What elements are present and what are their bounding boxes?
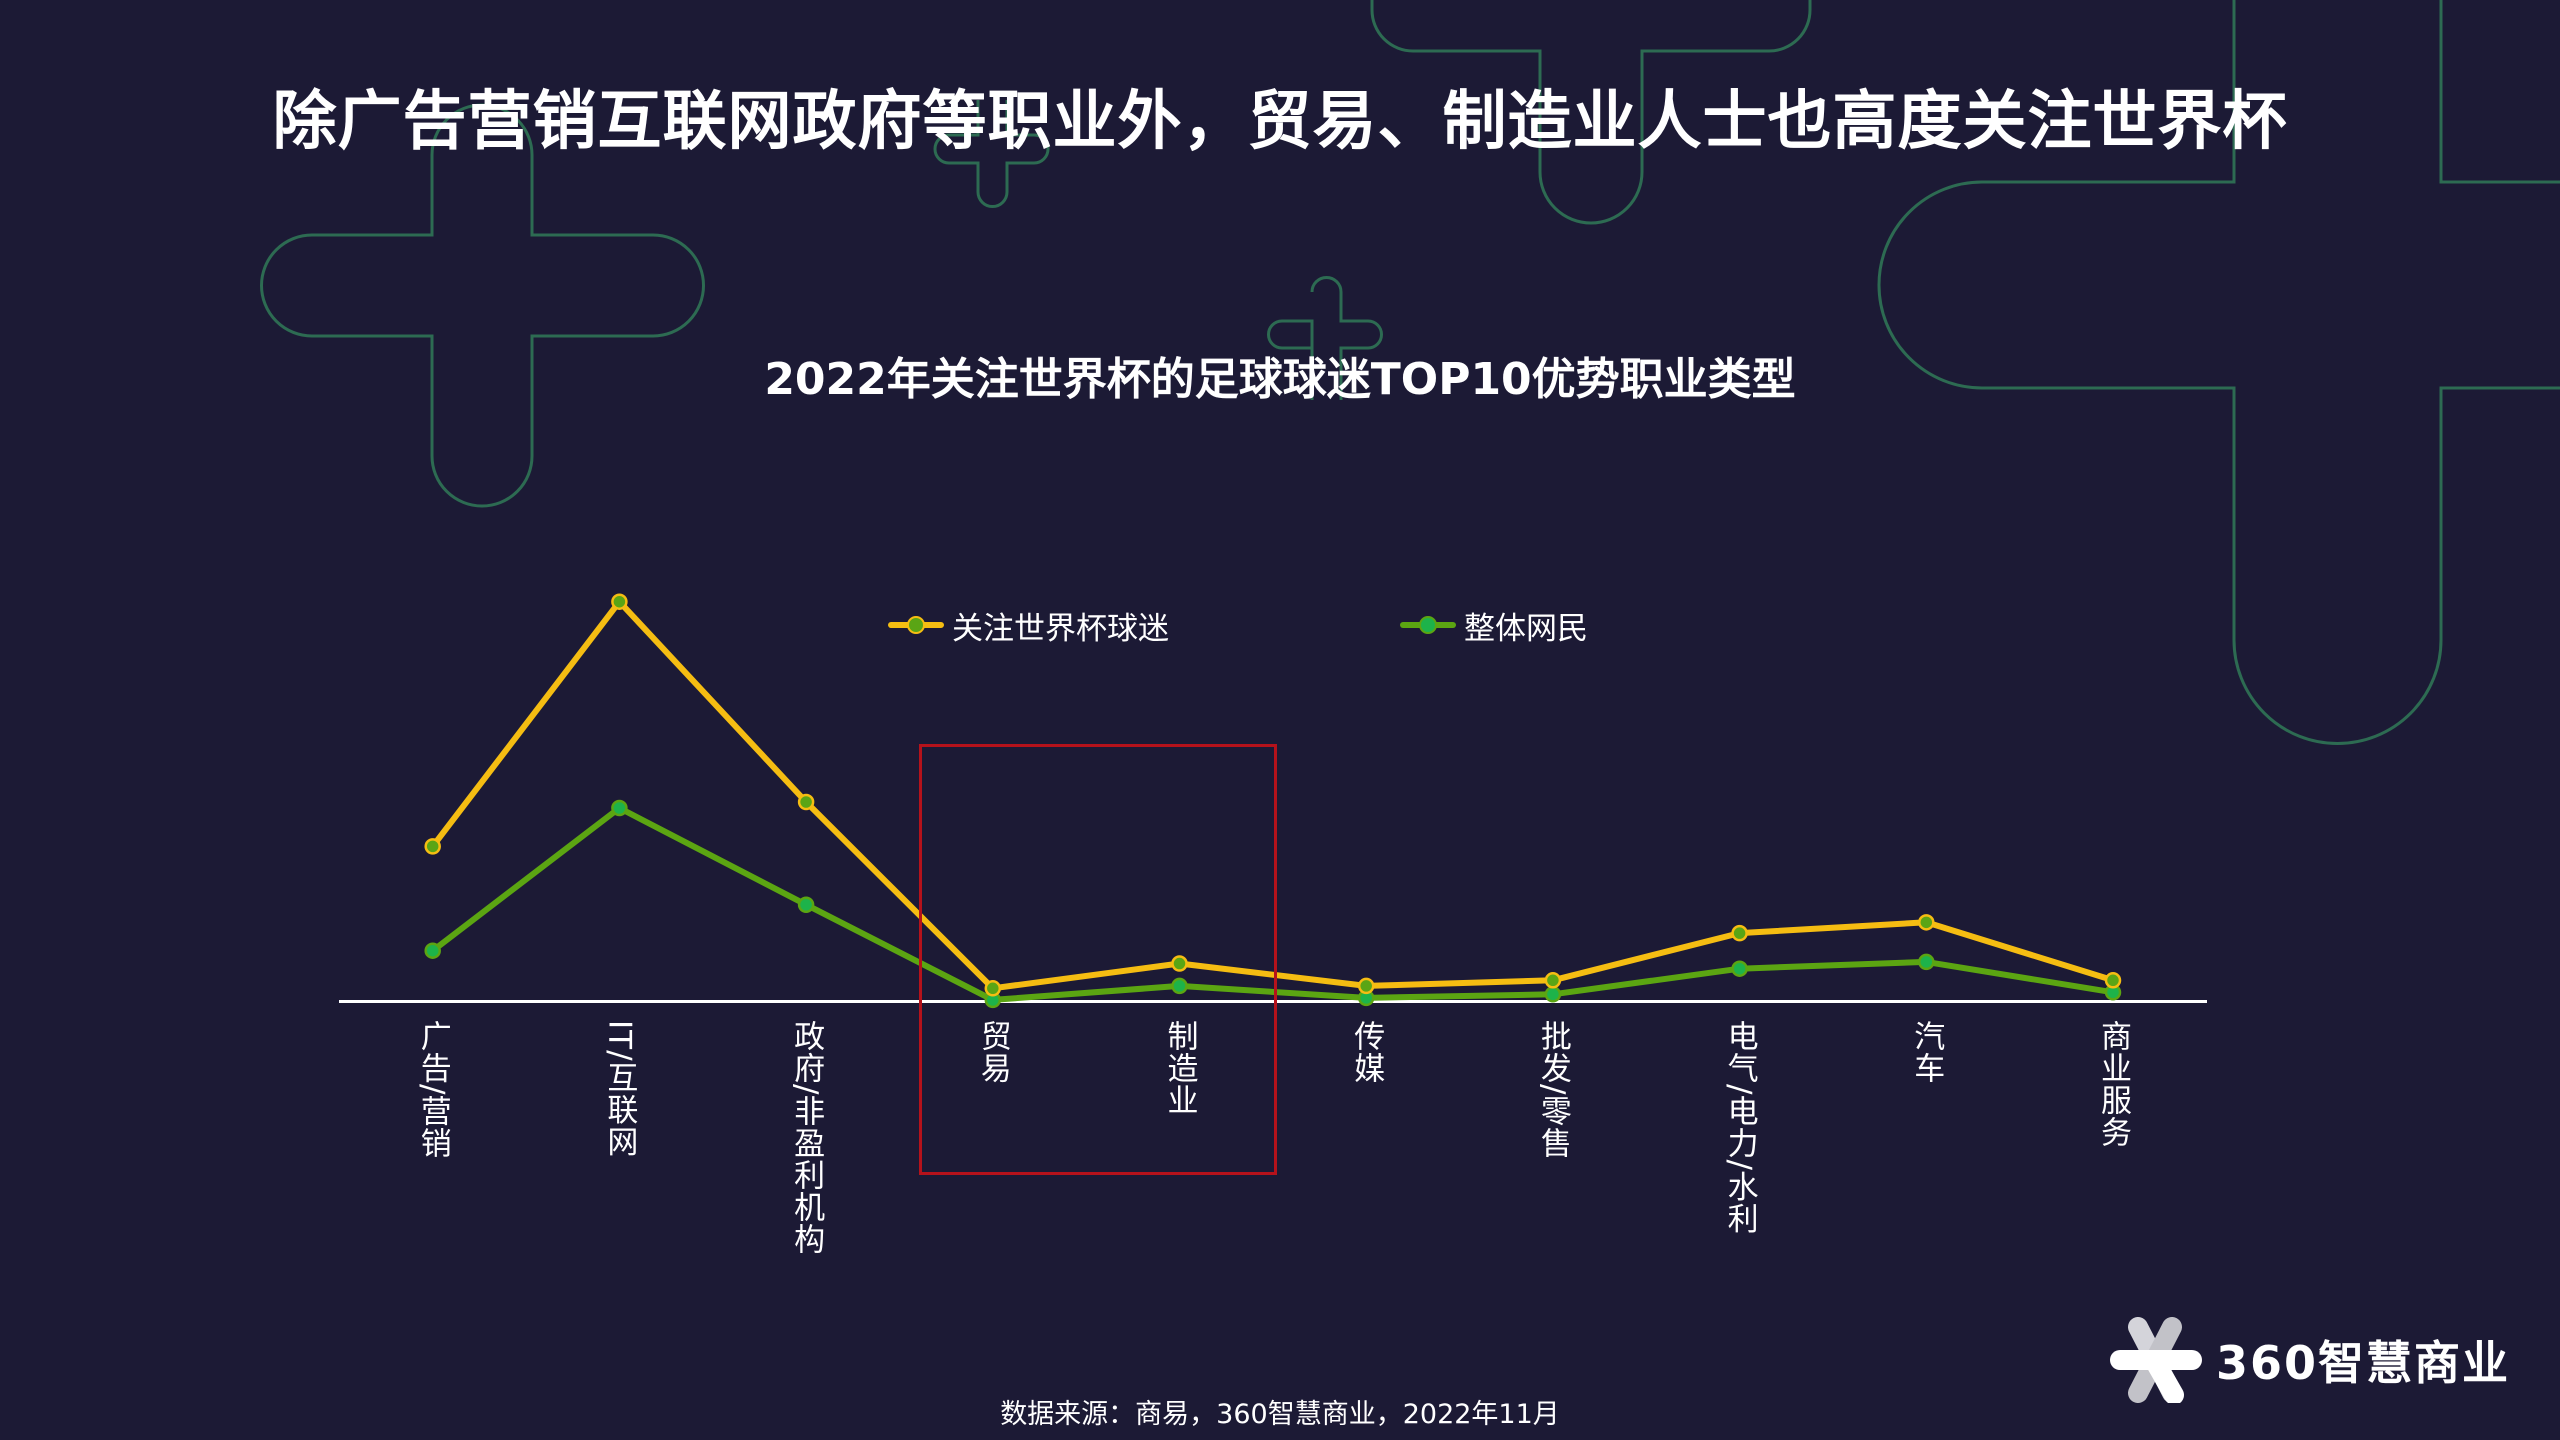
legend-item-all-netizens: 整体网民: [1400, 604, 1588, 647]
legend-swatch-yellow-icon: [888, 604, 944, 646]
x-axis-label: 贸易: [974, 1020, 1011, 1084]
data-point[interactable]: [1357, 977, 1375, 995]
legend-item-fans: 关注世界杯球迷: [888, 604, 1169, 647]
brand-logo: 360智慧商业: [2110, 1315, 2510, 1405]
data-point[interactable]: [611, 593, 628, 610]
series-line: [430, 598, 2114, 992]
data-point[interactable]: [1731, 924, 1748, 942]
data-point[interactable]: [1544, 986, 1562, 1003]
data-point[interactable]: [984, 980, 1002, 997]
data-point[interactable]: [1544, 972, 1562, 989]
data-point[interactable]: [611, 799, 628, 817]
x-axis-label: IT/互联网: [601, 1020, 638, 1158]
data-source: 数据来源：商易，360智慧商业，2022年11月: [1000, 1399, 1560, 1430]
x-axis-label: 汽车: [1908, 1020, 1945, 1084]
data-point[interactable]: [1918, 914, 1935, 931]
highlight-box: [919, 744, 1277, 1175]
legend-label: 关注世界杯球迷: [952, 610, 1169, 647]
data-point[interactable]: [1171, 977, 1188, 995]
x-axis-label: 制造业: [1161, 1020, 1198, 1116]
legend-label: 整体网民: [1464, 610, 1588, 647]
logo-text: 360智慧商业: [2216, 1336, 2511, 1390]
data-point[interactable]: [2104, 972, 2122, 989]
x-axis-label: 商业服务: [2095, 1020, 2131, 1148]
data-point[interactable]: [797, 793, 815, 811]
chart-title: 2022年关注世界杯的足球球迷TOP10优势职业类型: [764, 354, 1796, 405]
series-line: [430, 805, 2114, 1003]
x-axis-label: 广告/营销: [414, 1020, 451, 1160]
data-point[interactable]: [797, 896, 815, 913]
legend-swatch-green-icon: [1400, 604, 1456, 646]
page-title: 除广告营销互联网政府等职业外，贸易、制造业人士也高度关注世界杯: [272, 85, 2288, 159]
x-axis-label: 批发/零售: [1534, 1020, 1571, 1160]
data-point[interactable]: [1171, 955, 1188, 972]
data-point[interactable]: [424, 838, 441, 855]
x-axis-label: 传媒: [1348, 1020, 1385, 1084]
data-point[interactable]: [1918, 953, 1935, 971]
x-axis-label: 政府/非盈利机构: [788, 1020, 825, 1256]
data-point[interactable]: [424, 942, 441, 959]
data-point[interactable]: [1731, 960, 1748, 977]
x-axis-label: 电气/电力/水利: [1721, 1020, 1758, 1235]
360-logo-icon: [2110, 1317, 2202, 1403]
